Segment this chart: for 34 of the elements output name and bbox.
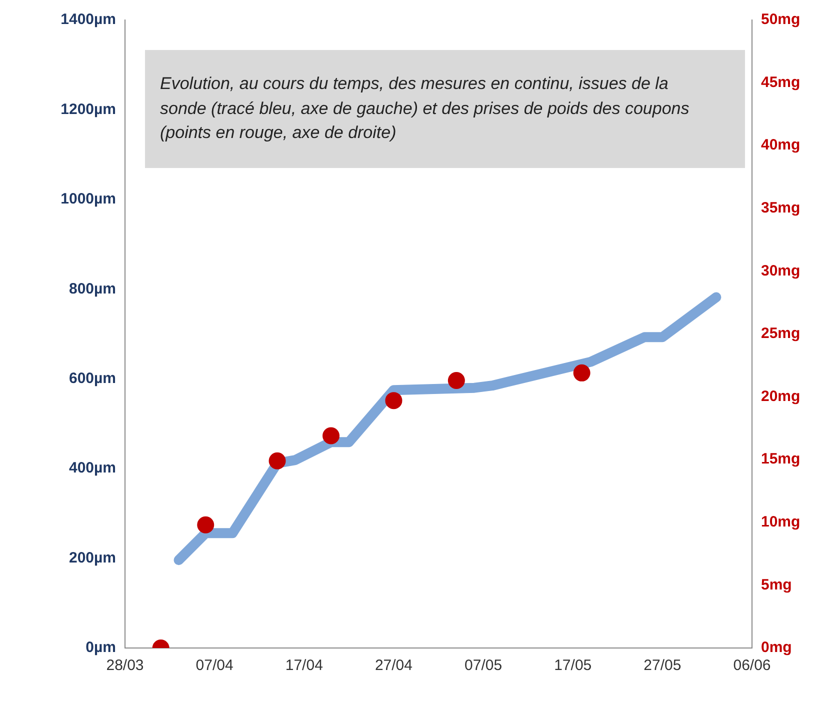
y2-tick-label: 10mg bbox=[761, 514, 800, 531]
y2-tick-label: 0mg bbox=[761, 639, 792, 656]
point bbox=[573, 364, 590, 382]
y-tick-label: 0µm bbox=[86, 639, 116, 656]
point bbox=[197, 516, 214, 534]
x-tick-label: 27/04 bbox=[374, 657, 412, 674]
y-tick-label: 400µm bbox=[68, 460, 116, 477]
point bbox=[268, 452, 286, 470]
y-tick-label: 1000µm bbox=[60, 190, 116, 208]
y2-tick-label: 20mg bbox=[761, 388, 800, 405]
x-tick-label: 07/05 bbox=[464, 657, 502, 674]
y-tick-label: 200µm bbox=[68, 549, 116, 566]
x-tick-label: 28/03 bbox=[106, 657, 144, 674]
point bbox=[385, 392, 402, 410]
x-tick-label: 17/05 bbox=[554, 657, 592, 674]
note-box: Evolution, au cours du temps, des mesures en continu, issues de la sonde (tracé bleu, axe de gauche) et des prises de poids des coupons (points en rouge, axe de droite) bbox=[145, 50, 745, 168]
y2-tick-label: 5mg bbox=[761, 576, 792, 594]
x-tick-label: 17/04 bbox=[285, 657, 323, 674]
y2-tick-label: 40mg bbox=[761, 136, 800, 154]
point bbox=[448, 372, 465, 389]
y-tick-label: 600µm bbox=[68, 370, 116, 387]
x-tick-label: 06/06 bbox=[733, 657, 771, 674]
y2-tick-label: 35mg bbox=[761, 200, 800, 217]
y-tick-label: 1400µm bbox=[60, 11, 116, 28]
x-tick-label: 07/04 bbox=[196, 657, 234, 674]
y2-tick-label: 50mg bbox=[761, 11, 800, 28]
y-tick-label: 1200µm bbox=[60, 100, 116, 118]
point bbox=[322, 427, 340, 444]
y-tick-label: 800µm bbox=[68, 280, 116, 298]
y2-tick-label: 45mg bbox=[761, 74, 800, 91]
y2-tick-label: 15mg bbox=[761, 450, 800, 468]
y2-tick-label: 30mg bbox=[761, 262, 800, 280]
y2-tick-label: 25mg bbox=[761, 325, 800, 342]
x-tick-label: 27/05 bbox=[644, 657, 682, 674]
